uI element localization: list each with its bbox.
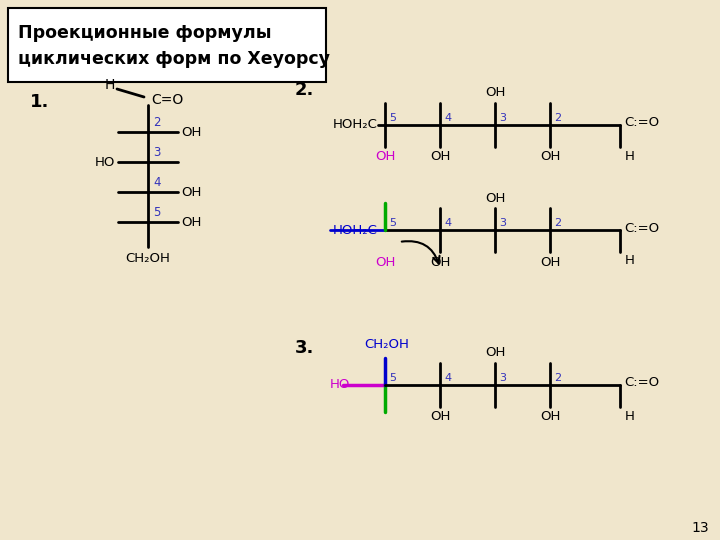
Text: 2: 2 xyxy=(153,117,161,130)
Text: OH: OH xyxy=(540,151,560,164)
Text: 3: 3 xyxy=(499,218,506,228)
Text: 3: 3 xyxy=(499,373,506,383)
Text: H: H xyxy=(105,78,115,92)
Text: циклических форм по Хеуорсу: циклических форм по Хеуорсу xyxy=(18,50,330,68)
Text: 2: 2 xyxy=(554,218,561,228)
Text: 5: 5 xyxy=(389,218,396,228)
Text: OH: OH xyxy=(485,192,505,205)
Text: HOH₂C: HOH₂C xyxy=(333,224,378,237)
Text: 4: 4 xyxy=(153,177,161,190)
Text: 2: 2 xyxy=(554,373,561,383)
Text: 4: 4 xyxy=(444,218,451,228)
FancyBboxPatch shape xyxy=(8,8,326,82)
Text: OH: OH xyxy=(430,410,450,423)
Text: OH: OH xyxy=(181,215,202,228)
Text: 5: 5 xyxy=(389,373,396,383)
Text: C:=O: C:=O xyxy=(624,117,659,130)
Text: OH: OH xyxy=(375,151,395,164)
Text: OH: OH xyxy=(485,347,505,360)
Text: OH: OH xyxy=(181,125,202,138)
Text: OH: OH xyxy=(540,410,560,423)
Text: Проекционные формулы: Проекционные формулы xyxy=(18,24,271,42)
Text: 3: 3 xyxy=(499,113,506,123)
Text: OH: OH xyxy=(375,255,395,268)
Text: OH: OH xyxy=(485,86,505,99)
Text: 4: 4 xyxy=(444,113,451,123)
Text: 3: 3 xyxy=(153,146,161,159)
Text: 4: 4 xyxy=(444,373,451,383)
Text: OH: OH xyxy=(540,255,560,268)
Text: CH₂OH: CH₂OH xyxy=(364,339,410,352)
Text: HO: HO xyxy=(330,379,350,392)
Text: 13: 13 xyxy=(691,521,708,535)
Text: C:=O: C:=O xyxy=(624,376,659,389)
Text: OH: OH xyxy=(430,151,450,164)
Text: 5: 5 xyxy=(153,206,161,219)
Text: H: H xyxy=(625,254,635,267)
Text: H: H xyxy=(625,409,635,422)
Text: 1.: 1. xyxy=(30,93,50,111)
Text: C=O: C=O xyxy=(151,93,184,107)
FancyArrowPatch shape xyxy=(402,241,439,263)
Text: CH₂OH: CH₂OH xyxy=(125,253,171,266)
Text: C:=O: C:=O xyxy=(624,221,659,234)
Text: 5: 5 xyxy=(389,113,396,123)
Text: 2.: 2. xyxy=(295,81,315,99)
Text: H: H xyxy=(625,150,635,163)
Text: 3.: 3. xyxy=(295,339,315,357)
Text: OH: OH xyxy=(430,255,450,268)
Text: HO: HO xyxy=(94,156,115,168)
Text: 2: 2 xyxy=(554,113,561,123)
Text: OH: OH xyxy=(181,186,202,199)
Text: HOH₂C: HOH₂C xyxy=(333,118,378,132)
